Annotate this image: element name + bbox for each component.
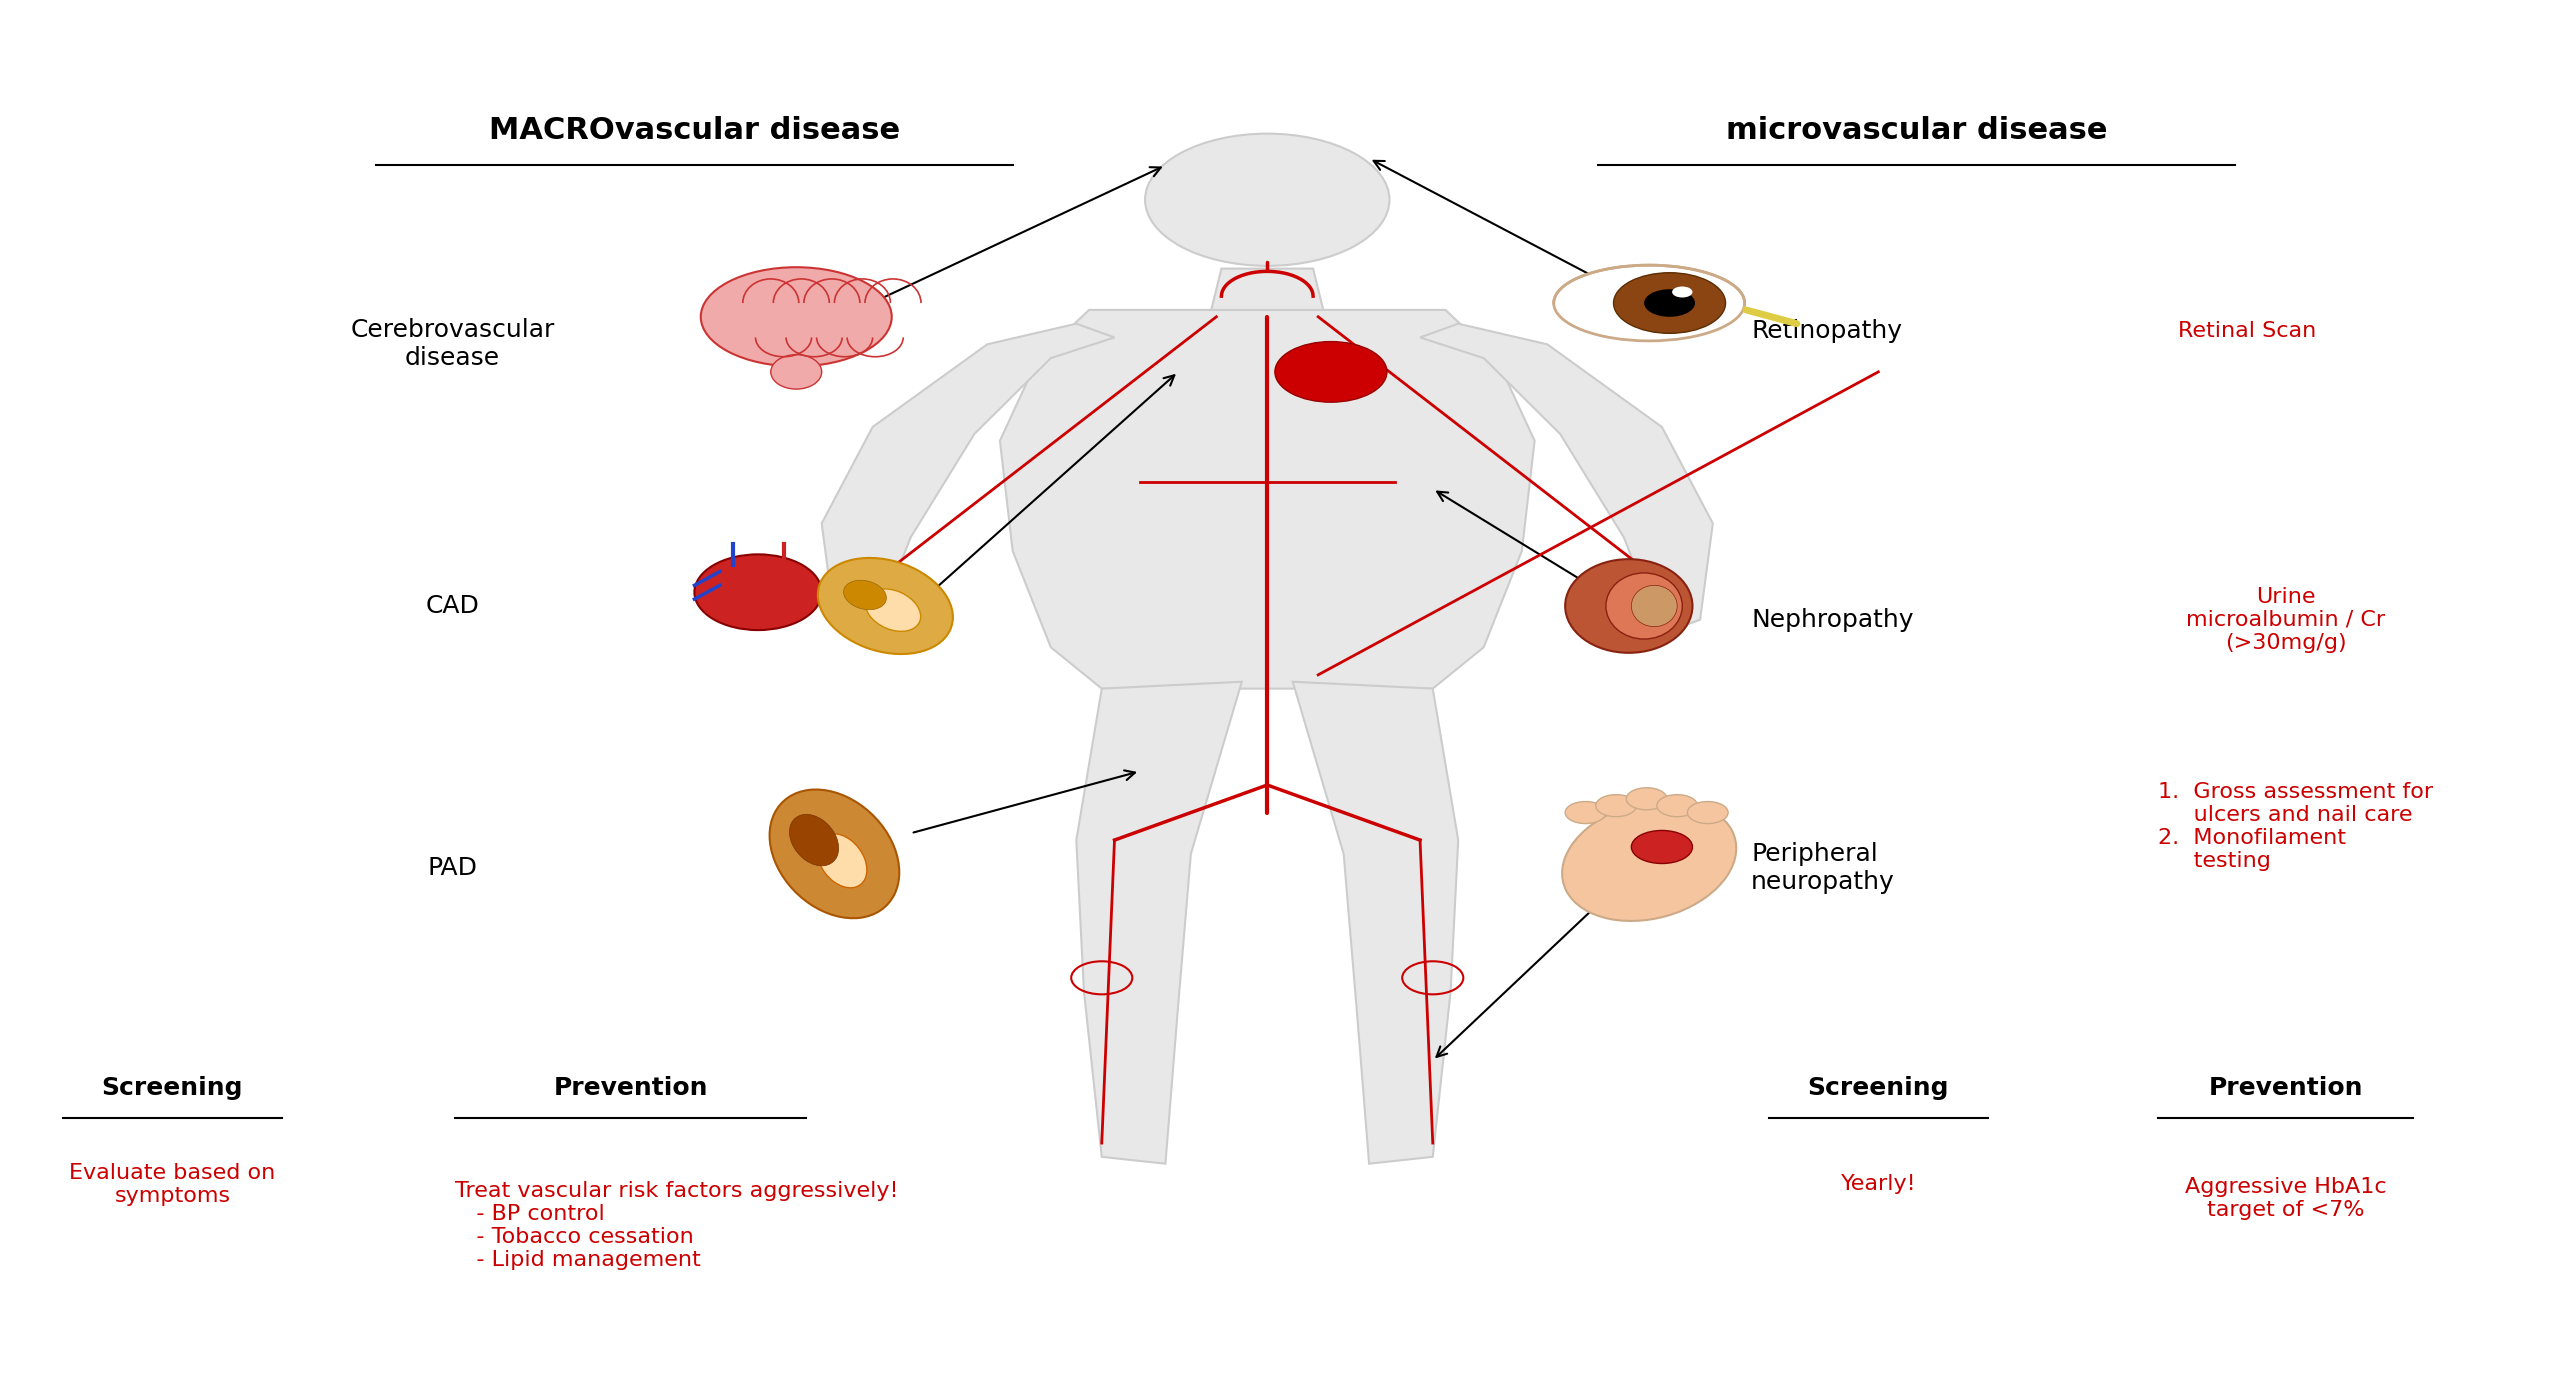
Ellipse shape <box>694 555 822 630</box>
Polygon shape <box>1211 268 1324 310</box>
Text: Prevention: Prevention <box>553 1077 709 1100</box>
Ellipse shape <box>1631 586 1677 626</box>
Text: MACROvascular disease: MACROvascular disease <box>489 117 901 146</box>
Polygon shape <box>822 324 1114 633</box>
Polygon shape <box>1075 682 1242 1164</box>
Ellipse shape <box>788 814 840 865</box>
Text: Screening: Screening <box>102 1077 243 1100</box>
Circle shape <box>1687 801 1728 823</box>
Text: Retinopathy: Retinopathy <box>1751 319 1902 342</box>
Ellipse shape <box>845 580 886 609</box>
Circle shape <box>1631 830 1692 864</box>
Text: Yearly!: Yearly! <box>1841 1174 1915 1195</box>
Ellipse shape <box>1564 559 1692 652</box>
Circle shape <box>1626 787 1667 810</box>
Text: CAD: CAD <box>425 594 479 618</box>
Text: Evaluate based on
symptoms: Evaluate based on symptoms <box>69 1163 276 1206</box>
Circle shape <box>1656 794 1697 817</box>
Ellipse shape <box>701 267 891 366</box>
Polygon shape <box>1001 310 1533 689</box>
Ellipse shape <box>817 558 952 654</box>
Text: microvascular disease: microvascular disease <box>1725 117 2107 146</box>
Text: Urine
microalbumin / Cr
(>30mg/g): Urine microalbumin / Cr (>30mg/g) <box>2186 587 2386 652</box>
Ellipse shape <box>1554 266 1746 341</box>
Circle shape <box>1672 287 1692 298</box>
Text: Screening: Screening <box>1807 1077 1948 1100</box>
Text: PAD: PAD <box>428 855 479 879</box>
Ellipse shape <box>1605 573 1682 638</box>
Ellipse shape <box>771 355 822 389</box>
Text: 1.  Gross assessment for
     ulcers and nail care
2.  Monofilament
     testing: 1. Gross assessment for ulcers and nail … <box>2158 782 2435 871</box>
Text: Prevention: Prevention <box>2209 1077 2363 1100</box>
Circle shape <box>1595 794 1636 817</box>
Circle shape <box>1144 134 1390 266</box>
Circle shape <box>1564 801 1605 823</box>
Polygon shape <box>1293 682 1459 1164</box>
Ellipse shape <box>1562 801 1736 921</box>
Text: Retinal Scan: Retinal Scan <box>2179 320 2317 341</box>
Circle shape <box>1613 273 1725 334</box>
Circle shape <box>1644 289 1695 317</box>
Polygon shape <box>1421 324 1713 633</box>
Text: Treat vascular risk factors aggressively!
   - BP control
   - Tobacco cessation: Treat vascular risk factors aggressively… <box>456 1181 899 1270</box>
Text: Peripheral
neuropathy: Peripheral neuropathy <box>1751 842 1894 893</box>
Text: Cerebrovascular
disease: Cerebrovascular disease <box>351 319 556 370</box>
Ellipse shape <box>817 833 868 887</box>
Circle shape <box>1275 342 1388 402</box>
Ellipse shape <box>771 790 899 918</box>
Ellipse shape <box>865 588 922 632</box>
Text: Aggressive HbA1c
target of <7%: Aggressive HbA1c target of <7% <box>2184 1177 2386 1220</box>
Text: Nephropathy: Nephropathy <box>1751 608 1912 632</box>
